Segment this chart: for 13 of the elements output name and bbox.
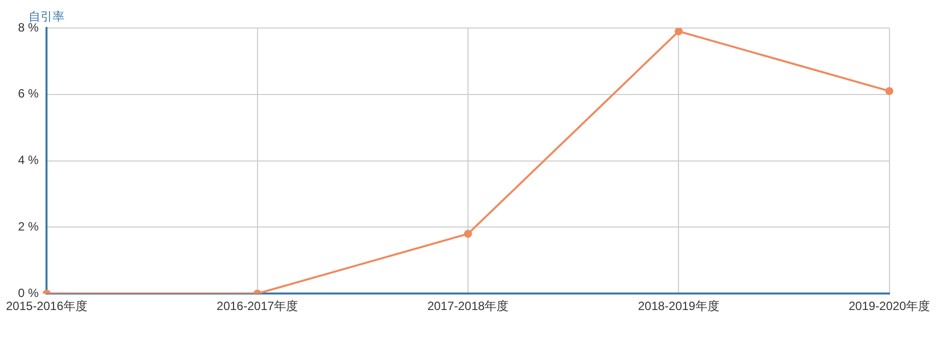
- x-tick-label: 2016-2017年度: [216, 299, 298, 314]
- point: [674, 28, 683, 36]
- y-tick-label: 2 %: [18, 220, 40, 234]
- y-tick-label: 6 %: [18, 86, 40, 101]
- x-tick-label: 2018-2019年度: [638, 299, 720, 314]
- x-tick-label: 2019-2020年度: [848, 299, 930, 314]
- y-tick-label: 0 %: [18, 286, 40, 300]
- x-tick-label: 2017-2018年度: [427, 299, 509, 314]
- x-tick-label: 2015-2016年度: [6, 299, 88, 314]
- y-tick-label: 4 %: [18, 153, 40, 168]
- point: [464, 230, 472, 238]
- y-axis-title: 自引率: [28, 9, 65, 24]
- point: [885, 87, 894, 96]
